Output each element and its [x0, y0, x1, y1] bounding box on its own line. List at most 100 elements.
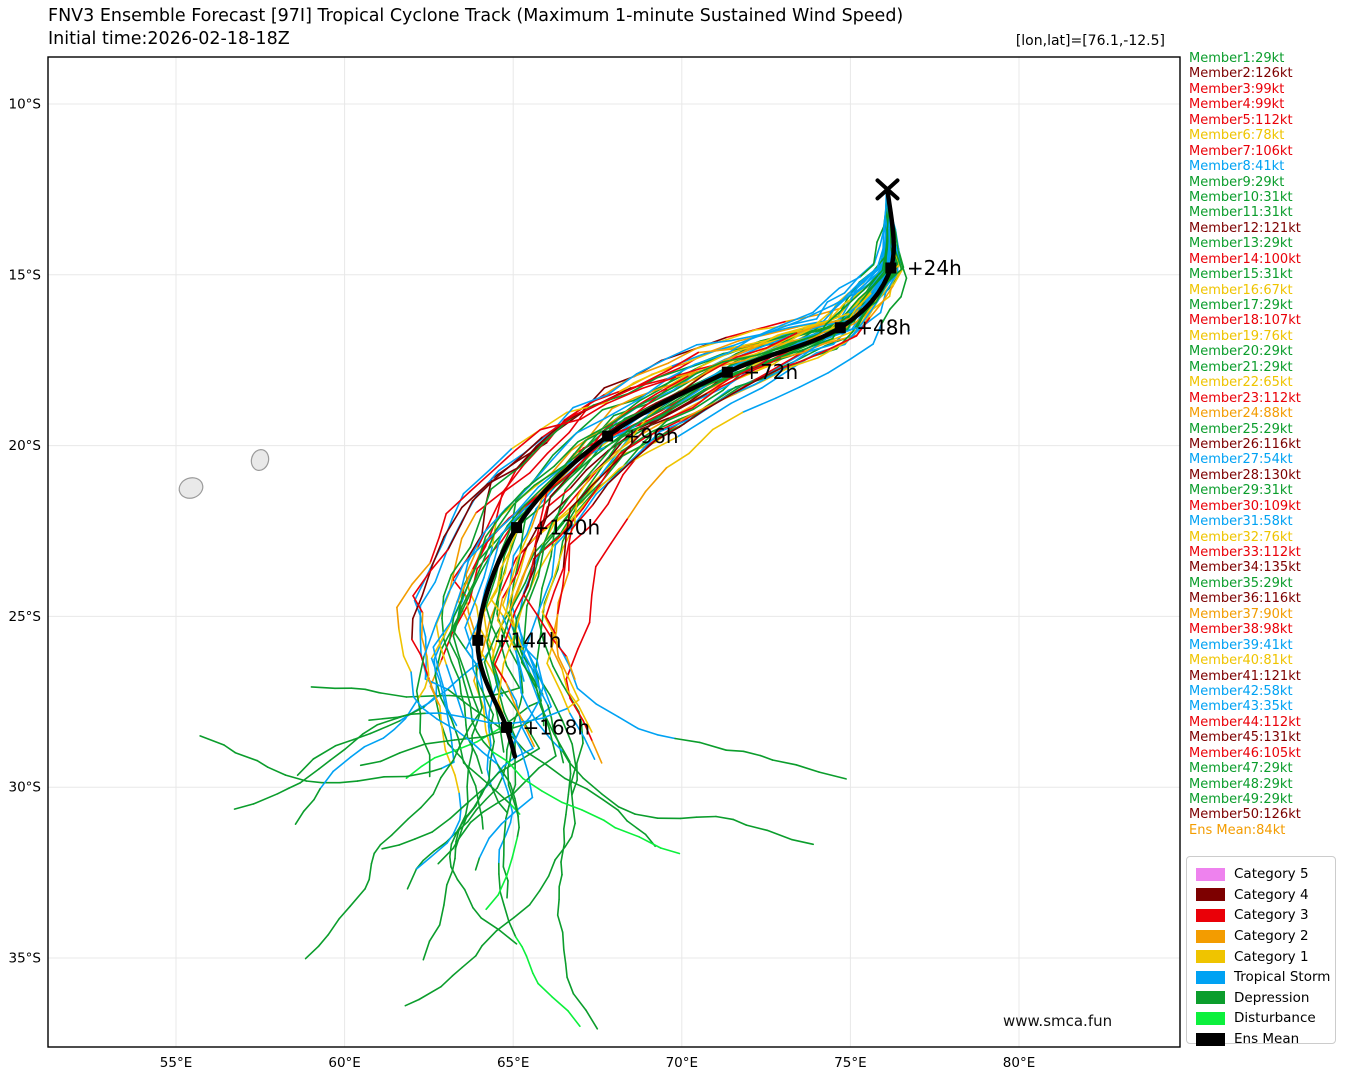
legend-label: Tropical Storm	[1234, 969, 1331, 986]
member-label: Member42:58kt	[1189, 683, 1293, 699]
member-label: Member9:29kt	[1189, 174, 1285, 190]
legend-swatch	[1196, 970, 1225, 984]
island	[250, 449, 270, 471]
track-waypoint-marker	[511, 522, 523, 534]
legend-row: Category 2	[1196, 926, 1335, 947]
plot-border	[47, 56, 1181, 1048]
legend-label: Category 4	[1234, 886, 1309, 903]
legend-row: Category 1	[1196, 946, 1335, 967]
legend-row: Category 3	[1196, 905, 1335, 926]
watermark: www.smca.fun	[1003, 1012, 1113, 1030]
time-label: +120h	[533, 516, 601, 540]
chart-title: FNV3 Ensemble Forecast [97I] Tropical Cy…	[48, 6, 904, 26]
legend-row: Disturbance	[1196, 1008, 1335, 1029]
x-axis-tick-label: 75°E	[834, 1055, 866, 1071]
member-label: Member18:107kt	[1189, 313, 1301, 329]
legend-label: Category 3	[1234, 907, 1309, 924]
member-label: Member22:65kt	[1189, 375, 1293, 391]
legend-label: Disturbance	[1234, 1010, 1316, 1027]
x-axis-tick-label: 80°E	[1003, 1055, 1035, 1071]
legend-swatch	[1196, 1011, 1225, 1025]
member-label: Member23:112kt	[1189, 390, 1301, 406]
member-label: Member38:98kt	[1189, 622, 1293, 638]
track-waypoint-marker	[500, 721, 512, 733]
member-label: Member45:131kt	[1189, 730, 1301, 746]
member-label: Member35:29kt	[1189, 575, 1293, 591]
legend-swatch	[1196, 908, 1225, 922]
member-label: Ens Mean:84kt	[1189, 822, 1286, 838]
member-track	[448, 189, 890, 855]
member-label: Member41:121kt	[1189, 668, 1301, 684]
time-label: +168h	[522, 715, 590, 739]
legend-swatch	[1196, 888, 1225, 902]
legend-label: Category 5	[1234, 866, 1309, 883]
member-label: Member10:31kt	[1189, 189, 1293, 205]
member-label: Member33:112kt	[1189, 545, 1301, 560]
y-axis-tick-label: 35°S	[9, 951, 42, 967]
member-label: Member6:78kt	[1189, 128, 1285, 144]
member-label: Member21:29kt	[1189, 359, 1293, 375]
member-track	[396, 188, 888, 911]
member-track	[493, 188, 898, 748]
member-label: Member36:116kt	[1189, 591, 1301, 607]
member-label: Member40:81kt	[1189, 653, 1293, 669]
member-label: Member5:112kt	[1189, 112, 1293, 128]
member-label: Member48:29kt	[1189, 776, 1293, 792]
member-label: Member50:126kt	[1189, 807, 1301, 823]
member-label: Member29:31kt	[1189, 483, 1293, 499]
member-label: Member39:41kt	[1189, 637, 1293, 653]
member-label: Member12:121kt	[1189, 220, 1301, 236]
start-x-marker	[875, 178, 900, 201]
time-label: +144h	[494, 628, 562, 652]
member-label: Member34:135kt	[1189, 560, 1301, 576]
island	[178, 477, 204, 499]
member-label: Member19:76kt	[1189, 328, 1293, 344]
member-label: Member8:41kt	[1189, 159, 1285, 175]
time-label: +24h	[907, 256, 962, 280]
legend-swatch	[1196, 1032, 1225, 1046]
member-label: Member31:58kt	[1189, 514, 1293, 530]
time-label: +72h	[743, 360, 798, 384]
x-axis-tick-label: 55°E	[160, 1055, 192, 1071]
cursor-position-label: [lon,lat]=[76.1,-12.5]	[1015, 33, 1165, 49]
member-track	[415, 189, 890, 778]
member-label: Member1:29kt	[1189, 51, 1285, 66]
track-waypoint-marker	[472, 634, 484, 646]
island-group	[178, 449, 270, 499]
member-label: Member37:90kt	[1189, 606, 1293, 622]
member-label: Member2:126kt	[1189, 66, 1293, 82]
legend-row: Depression	[1196, 988, 1335, 1009]
track-waypoint-marker	[834, 322, 846, 334]
legend-swatch	[1196, 929, 1225, 943]
member-track	[457, 188, 889, 814]
axis-labels: 55°E 60°E 65°E 70°E 75°E 80°E 10°S 15°S 20°S 25°S…	[9, 97, 1036, 1072]
x-axis-tick-label: 60°E	[328, 1055, 360, 1071]
chart-subtitle: Initial time:2026-02-18-18Z	[48, 29, 290, 49]
time-label: +48h	[856, 316, 911, 340]
member-label: Member27:54kt	[1189, 452, 1293, 468]
ens-mean-track	[472, 178, 900, 759]
y-axis-tick-label: 15°S	[9, 267, 42, 283]
x-axis-tick-label: 70°E	[666, 1055, 698, 1071]
legend-row: Ens Mean	[1196, 1029, 1335, 1050]
member-label: Member20:29kt	[1189, 344, 1293, 360]
member-label: Member15:31kt	[1189, 267, 1293, 283]
legend-label: Depression	[1234, 989, 1310, 1006]
member-label: Member28:130kt	[1189, 467, 1301, 483]
category-legend: Category 5 Category 4 Category 3 Category 2…	[1186, 856, 1336, 1047]
member-label: Member32:76kt	[1189, 529, 1293, 545]
track-waypoint-marker	[721, 366, 733, 378]
legend-row: Category 5	[1196, 864, 1335, 885]
legend-swatch	[1196, 991, 1225, 1005]
time-label: +96h	[624, 424, 679, 448]
track-waypoint-marker	[602, 430, 614, 442]
y-axis-tick-label: 20°S	[9, 438, 42, 454]
member-label: Member14:100kt	[1189, 251, 1301, 267]
y-axis-tick-label: 30°S	[9, 780, 42, 796]
member-label: Member3:99kt	[1189, 81, 1285, 97]
legend-label: Category 2	[1234, 928, 1309, 945]
member-label: Member30:109kt	[1189, 498, 1301, 514]
member-label: Member4:99kt	[1189, 97, 1285, 113]
